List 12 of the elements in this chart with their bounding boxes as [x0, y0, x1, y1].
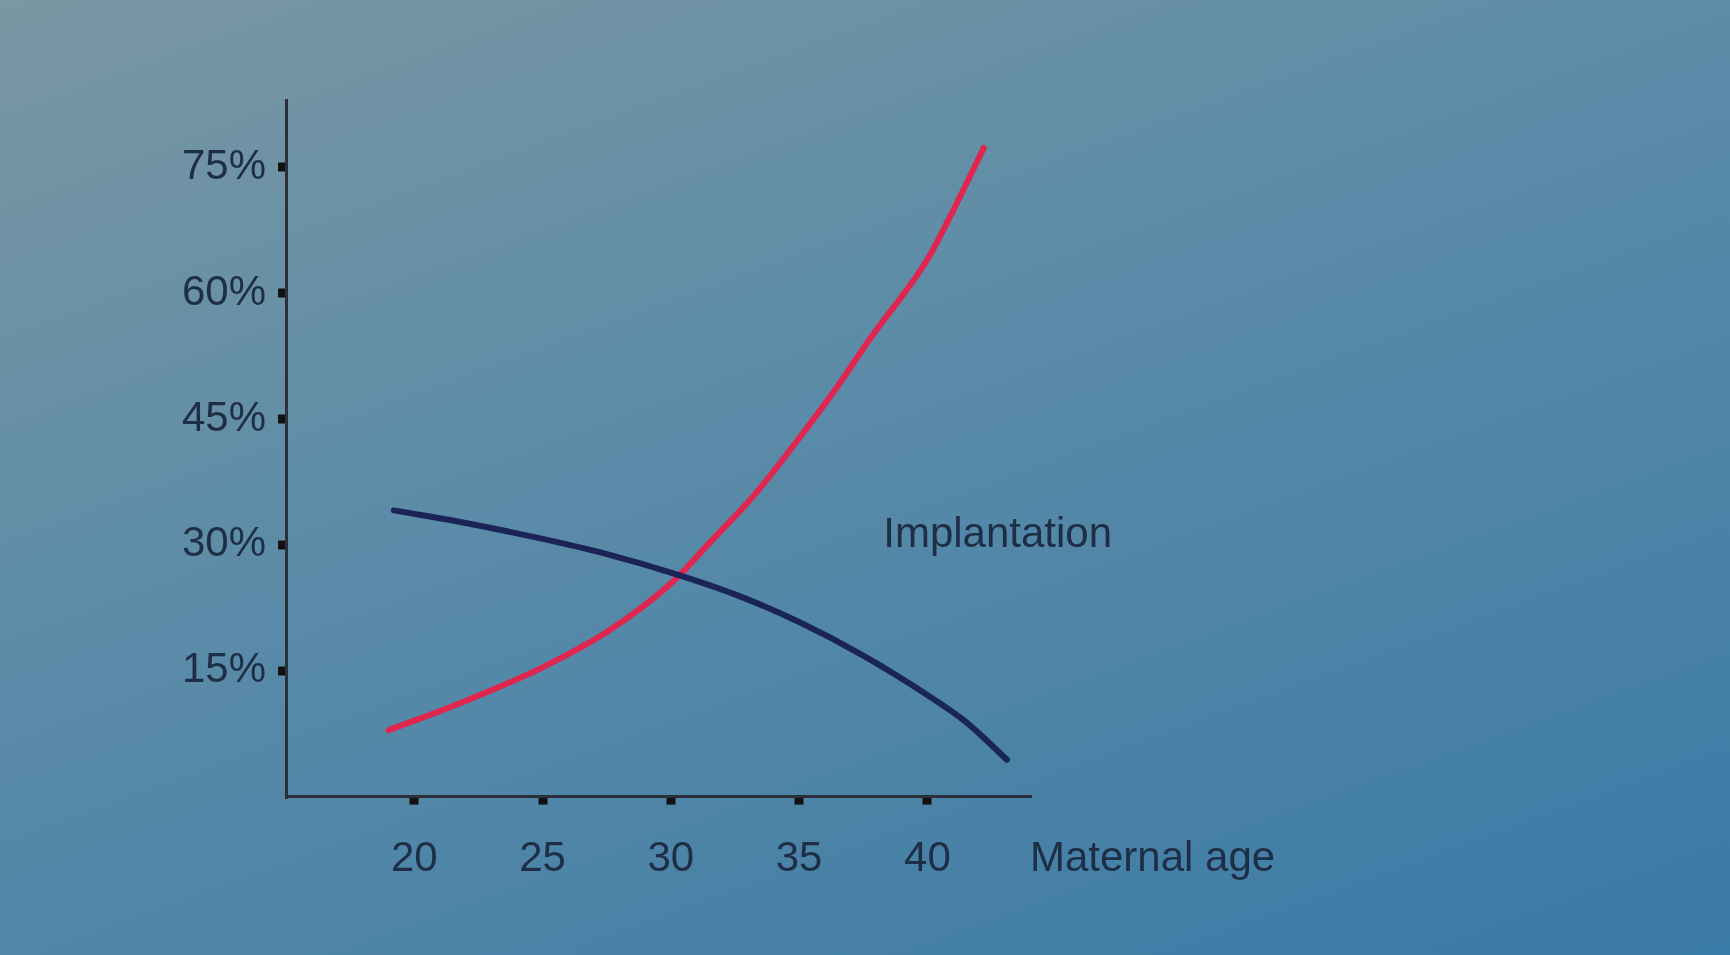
x-tick-label: 30 [647, 833, 695, 881]
y-tick-label: 60% [182, 266, 267, 314]
x-axis-title: Maternal age [1030, 833, 1276, 881]
y-tick-label: 45% [182, 392, 267, 440]
x-tick-label: 25 [519, 833, 566, 881]
y-tick-label: 75% [182, 140, 267, 188]
x-tick-label: 20 [390, 833, 438, 881]
x-tick-label: 40 [904, 833, 951, 881]
y-tick-label: 15% [182, 644, 267, 692]
x-tick-label: 35 [775, 833, 823, 881]
text: Implantation [883, 509, 1113, 557]
y-tick-label: 30% [182, 518, 267, 566]
